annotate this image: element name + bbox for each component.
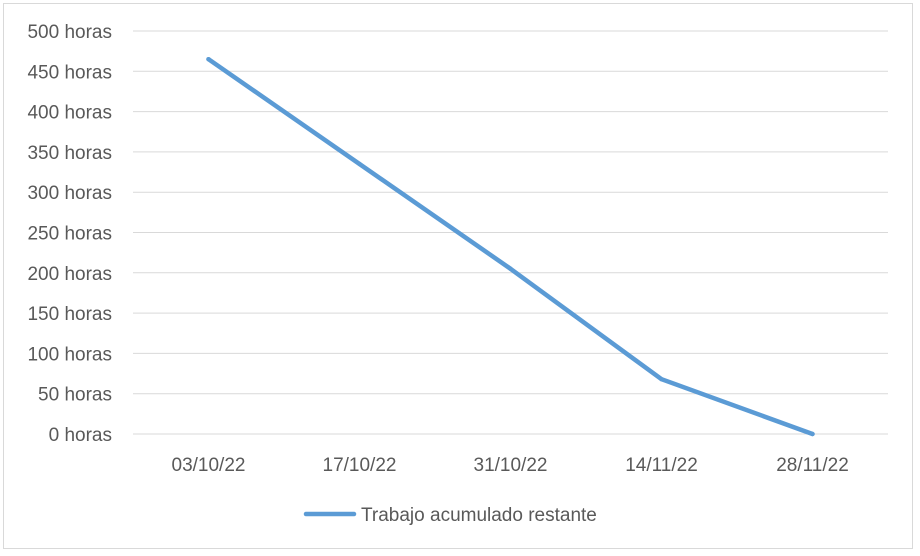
y-tick-label: 0 horas xyxy=(49,425,112,446)
legend: Trabajo acumulado restante xyxy=(303,505,597,526)
legend-label: Trabajo acumulado restante xyxy=(361,505,597,526)
data-point xyxy=(508,266,513,271)
y-axis-ticks: 0 horas 50 horas 100 horas 150 horas 200 hor… xyxy=(27,22,112,446)
series-group xyxy=(206,56,815,437)
gridlines xyxy=(133,30,888,435)
data-point xyxy=(206,57,211,62)
x-tick-label: 14/11/22 xyxy=(625,455,698,476)
data-point xyxy=(357,161,362,167)
x-tick-label: 17/10/22 xyxy=(323,455,397,476)
y-tick-label: 50 horas xyxy=(38,385,112,406)
y-tick-label: 200 horas xyxy=(27,264,112,285)
x-tick-label: 28/11/22 xyxy=(776,455,849,476)
y-tick-label: 300 horas xyxy=(27,183,112,204)
y-tick-label: 400 horas xyxy=(27,103,112,124)
y-tick-label: 450 horas xyxy=(27,62,112,83)
x-tick-label: 03/10/22 xyxy=(172,455,246,476)
data-point xyxy=(659,376,664,382)
data-point xyxy=(810,431,815,437)
chart-area xyxy=(3,3,913,549)
x-axis-ticks: 03/10/22 17/10/22 31/10/22 14/11/22 28/11/22 xyxy=(172,455,849,476)
y-tick-label: 250 horas xyxy=(27,224,112,245)
y-tick-label: 500 horas xyxy=(27,22,112,43)
series-line xyxy=(206,56,815,437)
y-tick-label: 350 horas xyxy=(27,143,112,164)
y-tick-label: 100 horas xyxy=(27,344,112,365)
x-tick-label: 31/10/22 xyxy=(474,455,548,476)
y-tick-label: 150 horas xyxy=(27,304,112,325)
